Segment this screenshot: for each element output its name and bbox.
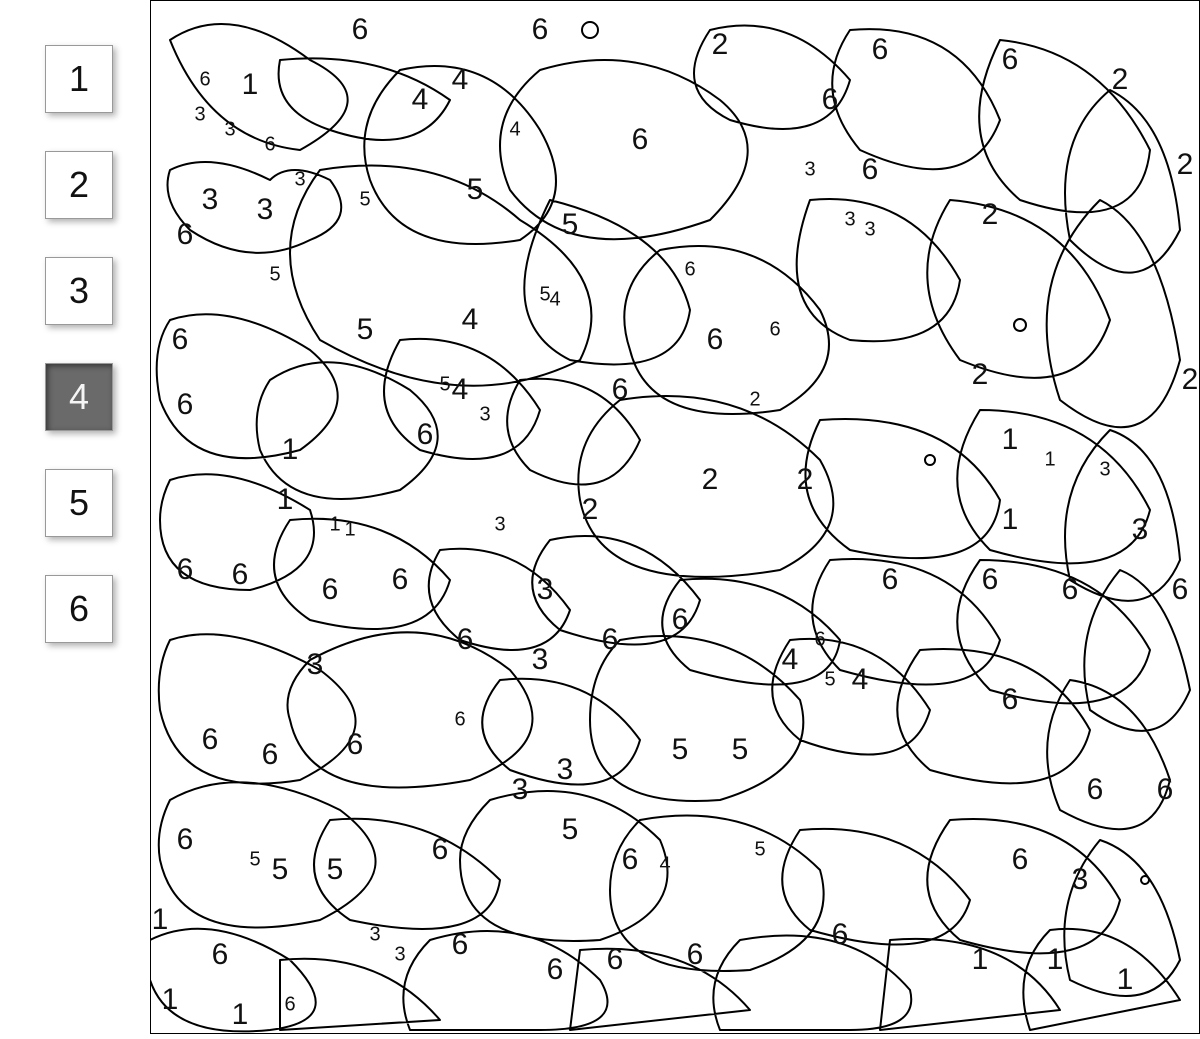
- coloring-outline-path[interactable]: [150, 0, 1200, 1034]
- bubble-outline[interactable]: [582, 22, 598, 38]
- palette-color-4[interactable]: 4: [45, 363, 113, 431]
- bubble-outline[interactable]: [925, 455, 935, 465]
- coloring-canvas[interactable]: 6662621633644466633322333555565454666222…: [150, 0, 1200, 1034]
- color-palette: 1 2 3 4 5 6: [45, 45, 113, 643]
- palette-color-5[interactable]: 5: [45, 469, 113, 537]
- outline-drawing[interactable]: [150, 0, 1200, 1034]
- bubble-outline[interactable]: [1141, 876, 1149, 884]
- palette-color-6[interactable]: 6: [45, 575, 113, 643]
- palette-color-2[interactable]: 2: [45, 151, 113, 219]
- bubble-outline[interactable]: [1014, 319, 1026, 331]
- palette-color-1[interactable]: 1: [45, 45, 113, 113]
- palette-color-3[interactable]: 3: [45, 257, 113, 325]
